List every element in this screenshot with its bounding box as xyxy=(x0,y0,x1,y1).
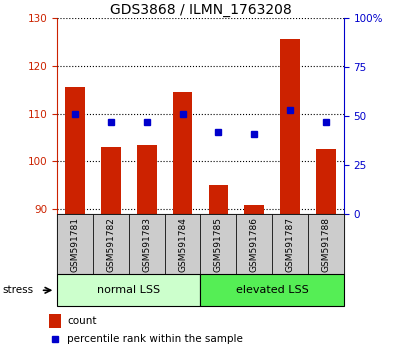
Text: GSM591781: GSM591781 xyxy=(71,217,80,272)
Bar xyxy=(65,87,85,214)
Text: GSM591785: GSM591785 xyxy=(214,217,223,272)
Text: GSM591786: GSM591786 xyxy=(250,217,259,272)
Bar xyxy=(209,185,228,214)
Text: count: count xyxy=(67,316,96,326)
Bar xyxy=(165,214,201,274)
Bar xyxy=(245,205,264,214)
Text: GSM591787: GSM591787 xyxy=(286,217,294,272)
Bar xyxy=(49,314,60,328)
Bar xyxy=(173,92,192,214)
Text: GSM591783: GSM591783 xyxy=(142,217,151,272)
Bar xyxy=(316,149,336,214)
Text: stress: stress xyxy=(2,285,33,295)
Text: GSM591784: GSM591784 xyxy=(178,217,187,272)
Bar xyxy=(308,214,344,274)
Text: percentile rank within the sample: percentile rank within the sample xyxy=(67,334,243,344)
Bar xyxy=(93,214,129,274)
Bar xyxy=(201,274,344,306)
Text: normal LSS: normal LSS xyxy=(97,285,160,295)
Text: elevated LSS: elevated LSS xyxy=(236,285,308,295)
Bar xyxy=(137,145,156,214)
Bar xyxy=(101,147,121,214)
Bar xyxy=(129,214,165,274)
Bar xyxy=(57,214,93,274)
Title: GDS3868 / ILMN_1763208: GDS3868 / ILMN_1763208 xyxy=(109,3,292,17)
Bar xyxy=(280,39,300,214)
Text: GSM591782: GSM591782 xyxy=(107,217,115,272)
Bar xyxy=(272,214,308,274)
Text: GSM591788: GSM591788 xyxy=(321,217,330,272)
Bar xyxy=(57,274,201,306)
Bar xyxy=(236,214,272,274)
Bar xyxy=(201,214,236,274)
